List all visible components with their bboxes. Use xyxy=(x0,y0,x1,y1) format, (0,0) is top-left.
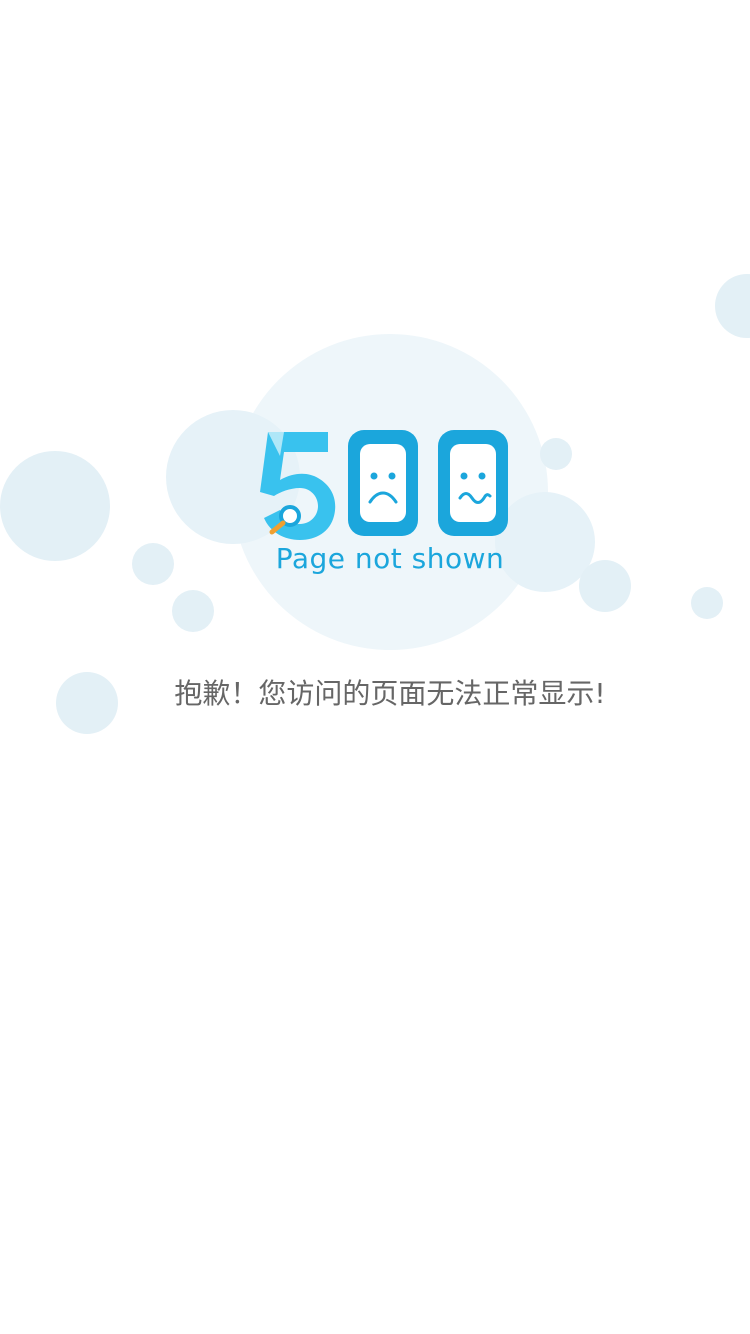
error-code-logo: 500 xyxy=(260,430,508,540)
decor-bubble xyxy=(540,438,572,470)
decor-bubble xyxy=(495,492,595,592)
digit-five-icon xyxy=(260,432,336,540)
decor-bubble xyxy=(172,590,214,632)
confused-face-icon xyxy=(438,430,508,536)
error-message: 抱歉！您访问的页面无法正常显示! xyxy=(174,677,606,710)
decor-bubble xyxy=(0,451,110,561)
decor-bubble xyxy=(56,672,118,734)
sad-face-icon xyxy=(348,430,418,536)
decor-bubble xyxy=(715,274,750,338)
decor-bubble xyxy=(691,587,723,619)
error-subtitle: Page not shown xyxy=(275,542,505,575)
decor-bubble xyxy=(579,560,631,612)
decor-bubble xyxy=(132,543,174,585)
magnifier-icon xyxy=(269,505,301,535)
